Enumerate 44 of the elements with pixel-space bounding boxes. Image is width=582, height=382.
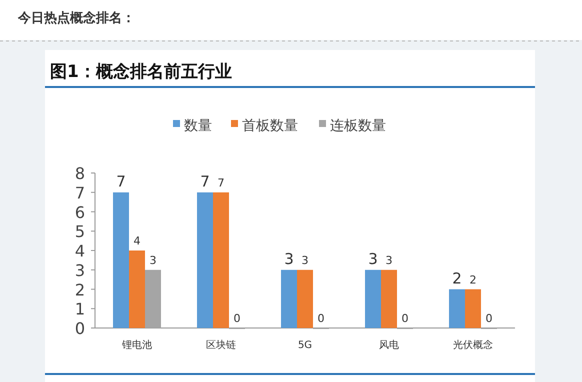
x-tick-label: 风电 bbox=[379, 339, 399, 351]
data-label: 7 bbox=[116, 172, 126, 190]
data-label: 4 bbox=[134, 234, 140, 248]
bar bbox=[297, 270, 313, 328]
y-tick-label: 4 bbox=[74, 242, 85, 260]
y-tick-label: 7 bbox=[74, 183, 85, 202]
x-tick-label: 5G bbox=[298, 340, 312, 351]
data-label: 2 bbox=[452, 269, 462, 288]
bar bbox=[197, 192, 213, 328]
y-tick-label: 6 bbox=[74, 202, 85, 222]
bar bbox=[113, 192, 129, 328]
bar bbox=[281, 270, 297, 328]
legend-label: 连板数量 bbox=[330, 118, 386, 134]
data-label: 7 bbox=[218, 176, 224, 190]
y-tick-label: 3 bbox=[74, 260, 85, 280]
bar bbox=[365, 270, 381, 328]
data-label: 0 bbox=[318, 312, 324, 325]
y-tick-label: 1 bbox=[74, 300, 85, 319]
y-tick-label: 2 bbox=[74, 280, 85, 300]
x-tick-label: 光伏概念 bbox=[453, 339, 493, 351]
data-label: 2 bbox=[470, 273, 476, 286]
bar bbox=[381, 270, 397, 328]
bar bbox=[465, 289, 481, 328]
y-tick-label: 5 bbox=[74, 222, 85, 242]
legend-label: 数量 bbox=[184, 118, 212, 134]
text: 今日热点概念排名： bbox=[17, 10, 135, 26]
data-label: 3 bbox=[284, 250, 294, 268]
data-label: 3 bbox=[386, 254, 392, 267]
bar bbox=[449, 289, 465, 328]
y-tick-label: 0 bbox=[74, 319, 85, 338]
data-label: 3 bbox=[302, 254, 308, 267]
legend-label: 首板数量 bbox=[242, 118, 298, 134]
data-label: 3 bbox=[368, 250, 378, 268]
data-label: 7 bbox=[200, 172, 210, 190]
data-label: 0 bbox=[402, 312, 408, 325]
y-tick-label: 8 bbox=[74, 164, 85, 183]
x-tick-label: 区块链 bbox=[206, 339, 236, 351]
data-label: 0 bbox=[486, 312, 492, 325]
bar bbox=[213, 192, 229, 328]
bar bbox=[129, 250, 145, 328]
data-label: 0 bbox=[234, 312, 240, 325]
chart-title: 图1：概念排名前五行业 bbox=[50, 62, 232, 82]
x-tick-label: 锂电池 bbox=[121, 339, 152, 351]
data-label: 3 bbox=[150, 254, 156, 267]
